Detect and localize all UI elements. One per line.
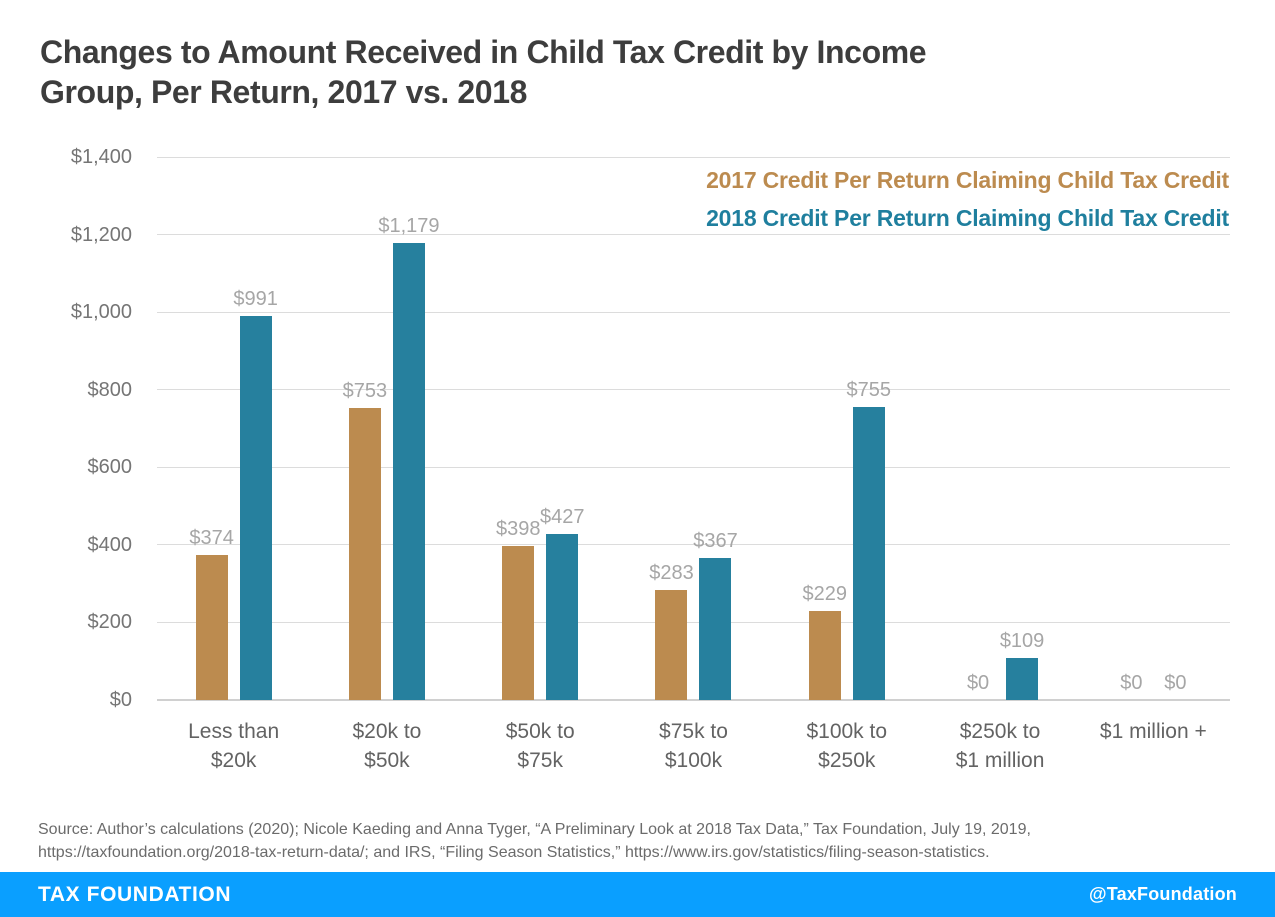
- x-axis-label: $1 million +: [1099, 720, 1207, 743]
- legend-item-2018: 2018 Credit Per Return Claiming Child Ta…: [706, 205, 1229, 231]
- source-note: Source: Author’s calculations (2020); Ni…: [38, 821, 1031, 861]
- legend-item-2017: 2017 Credit Per Return Claiming Child Ta…: [706, 167, 1229, 193]
- bar-group: $283 $367: [617, 157, 770, 700]
- bar-value-label: $374: [189, 526, 234, 549]
- bar-2018: $427: [540, 506, 584, 700]
- gridline: [157, 544, 1230, 546]
- bar-group: $753 $1,179: [310, 157, 463, 700]
- plot-area: $374 $991 $753 $1,179 $398 $427 $283 $367 $229 $7…: [157, 156, 1230, 701]
- bar-value-label: $0: [1164, 672, 1187, 694]
- y-tick-label: $1,400: [70, 146, 132, 168]
- x-axis-label: $100k to $250k: [806, 720, 888, 772]
- y-tick-label: $0: [109, 689, 132, 711]
- x-axis-label: $50k to $75k: [505, 720, 575, 772]
- bar-value-label: $427: [539, 506, 585, 529]
- bar-2017: $374: [189, 527, 234, 700]
- bar-value-label: $755: [846, 379, 892, 402]
- footer-bar: TAX FOUNDATION @TaxFoundation: [0, 872, 1275, 917]
- bar-value-label: $753: [342, 379, 388, 402]
- bar-2017: $283: [649, 562, 694, 700]
- legend: 2017 Credit Per Return Claiming Child Ta…: [706, 161, 1229, 237]
- bar-value-label: $0: [966, 672, 990, 694]
- bar-group: $0 $0: [1077, 157, 1230, 700]
- gridline: [157, 156, 1230, 158]
- bar-2018: $755: [847, 379, 891, 700]
- gridline: [157, 389, 1230, 391]
- x-axis: Less than $20k $20k to $50k $50k to $75k $7…: [157, 717, 1230, 775]
- bar-group: $0 $109: [923, 157, 1076, 700]
- bar-value-label: $0: [1120, 672, 1143, 694]
- x-axis-label: $250k to $1 million: [955, 720, 1045, 772]
- bar-value-label: $109: [999, 629, 1045, 652]
- bar-2018: $109: [1000, 630, 1044, 700]
- x-axis-label: $20k to $50k: [352, 720, 422, 772]
- bar-value-label: $367: [693, 529, 738, 552]
- bar-group: $374 $991: [157, 157, 310, 700]
- twitter-handle: @TaxFoundation: [1088, 884, 1237, 904]
- gridline: [157, 234, 1230, 236]
- y-tick-label: $800: [87, 378, 133, 401]
- y-tick-label: $1,200: [70, 223, 132, 246]
- bar-value-label: $398: [495, 517, 541, 540]
- bar-value-label: $283: [649, 562, 694, 585]
- y-tick-label: $200: [87, 611, 133, 634]
- y-tick-label: $600: [87, 456, 133, 479]
- bar-2018: $1,179: [378, 215, 440, 700]
- brand-logo-text: TAX FOUNDATION: [38, 882, 232, 906]
- y-axis: $0 $200 $400 $600 $800 $1,000 $1,200 $1,400: [0, 146, 133, 711]
- bar-value-label: $991: [233, 287, 278, 310]
- gridline: [157, 466, 1230, 468]
- bar-2017: $398: [496, 518, 540, 700]
- bar-2017: $229: [803, 583, 847, 700]
- x-axis-label: Less than $20k: [188, 720, 280, 772]
- bar-2018: $991: [233, 288, 278, 700]
- gridline: [157, 621, 1230, 623]
- y-tick-label: $400: [87, 533, 133, 556]
- bar-2018: $367: [693, 530, 738, 700]
- bar-group: $229 $755: [770, 157, 923, 700]
- chart-title: Changes to Amount Received in Child Tax …: [40, 34, 927, 110]
- gridline: [157, 699, 1230, 701]
- bar-value-label: $1,179: [378, 214, 440, 237]
- bar-value-label: $229: [802, 583, 848, 606]
- gridline: [157, 311, 1230, 313]
- bar-2017: $753: [343, 380, 387, 700]
- y-tick-label: $1,000: [70, 301, 132, 324]
- x-axis-label: $75k to $100k: [659, 720, 728, 772]
- bar-group: $398 $427: [464, 157, 617, 700]
